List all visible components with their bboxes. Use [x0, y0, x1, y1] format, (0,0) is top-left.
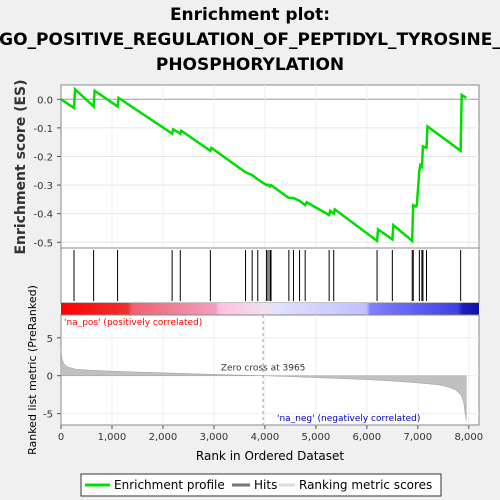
x-tick-label: 0 — [58, 432, 64, 443]
enrichment-profile-line — [60, 86, 467, 244]
legend-label-hits: Hits — [254, 478, 277, 492]
es-tick-label: -0.1 — [33, 124, 53, 135]
neg-label: 'na_neg' (negatively correlated) — [277, 414, 420, 424]
es-y-axis-label: Enrichment score (ES) — [13, 79, 29, 254]
es-panel: 0.0 -0.1 -0.2 -0.3 -0.4 -0.5 Enrichment score… — [13, 79, 480, 255]
x-tick-label: 6,000 — [353, 432, 382, 443]
hit-lines — [73, 250, 462, 301]
rank-color-bar — [61, 303, 479, 315]
x-tick-label: 4,000 — [251, 432, 280, 443]
metric-y-tick-label: -5 — [43, 410, 53, 421]
metric-x-ticks: 0 1,000 2,000 3,000 4,000 5,000 6,000 7,000 8,00… — [58, 425, 483, 443]
x-axis-label: Rank in Ordered Dataset — [196, 449, 344, 463]
x-tick-label: 2,000 — [149, 432, 178, 443]
title-line-1: Enrichment plot: — [170, 5, 330, 25]
ranking-metric-area — [60, 348, 467, 421]
metric-y-axis-label: Ranked list metric (PreRanked) — [26, 285, 39, 455]
pos-label: 'na_pos' (positively correlated) — [64, 318, 202, 328]
legend-label-enrichment: Enrichment profile — [114, 478, 225, 492]
es-grid — [61, 85, 479, 248]
metric-y-tick-label: 5 — [47, 334, 53, 345]
rank-gradient — [61, 303, 479, 315]
x-tick-label: 8,000 — [454, 432, 483, 443]
title-line-2: GO_POSITIVE_REGULATION_OF_PEPTIDYL_TYROS… — [0, 30, 500, 50]
x-tick-label: 3,000 — [200, 432, 229, 443]
es-tick-label: -0.5 — [33, 238, 53, 249]
hits-panel — [60, 247, 480, 304]
x-tick-label: 5,000 — [302, 432, 331, 443]
title-line-3: PHOSPHORYLATION — [156, 55, 344, 75]
x-tick-label: 1,000 — [98, 432, 127, 443]
metric-y-tick-label: 0 — [47, 372, 53, 383]
zero-cross-label: Zero cross at 3965 — [221, 364, 306, 374]
metric-panel-frame — [60, 314, 480, 426]
es-tick-label: -0.2 — [33, 152, 53, 163]
es-tick-label: -0.3 — [33, 181, 53, 192]
legend-label-metric: Ranking metric scores — [299, 478, 432, 492]
es-tick-label: -0.4 — [33, 210, 53, 221]
x-tick-label: 7,000 — [404, 432, 433, 443]
metric-panel: Zero cross at 3965 'na_pos' (positively … — [26, 285, 483, 463]
metric-y-ticks: 5 0 -5 — [43, 334, 61, 421]
es-y-ticks: 0.0 -0.1 -0.2 -0.3 -0.4 -0.5 — [33, 95, 61, 249]
legend: Enrichment profile Hits Ranking metric s… — [80, 473, 442, 497]
es-panel-frame — [60, 84, 480, 249]
legend-frame — [80, 473, 442, 497]
es-tick-label: 0.0 — [37, 95, 53, 106]
